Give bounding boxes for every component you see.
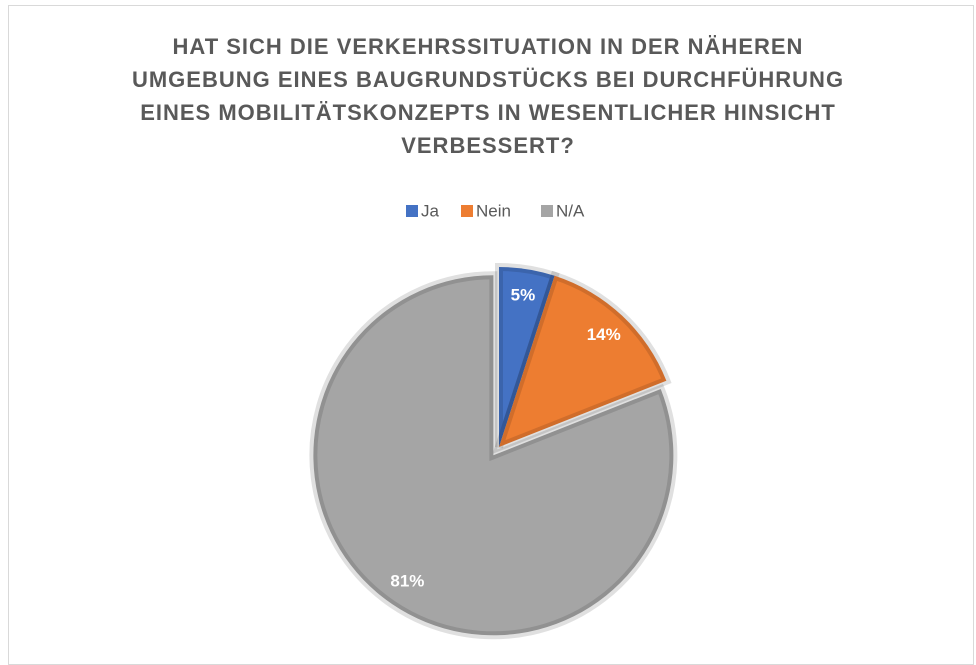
legend-swatch [406,205,418,217]
pie-slice [492,270,672,454]
pie-slice [309,271,678,640]
chart-title: HAT SICH DIE VERKEHRSSITUATION IN DER NÄ… [131,34,845,158]
data-label: 14% [587,325,621,344]
data-label: 81% [390,571,424,590]
legend-label: N/A [556,201,585,220]
legend-label: Ja [421,201,440,220]
legend-swatch [461,205,473,217]
data-label: 5% [511,285,536,304]
legend-label: Nein [476,201,511,220]
legend-swatch [541,205,553,217]
pie-slice [495,262,560,449]
